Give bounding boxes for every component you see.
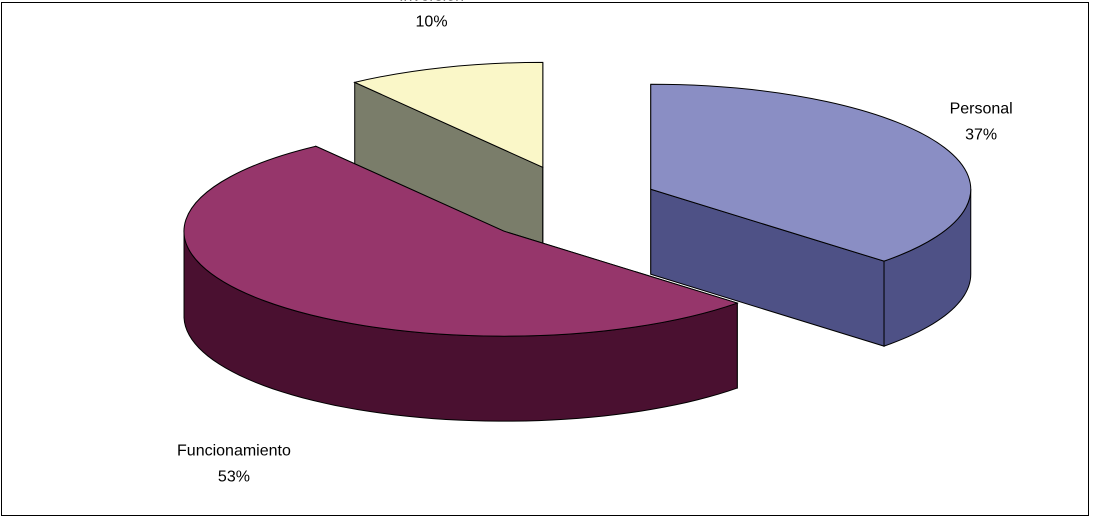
slice-personal (650, 83, 972, 347)
slice-label-personal: Personal (950, 101, 1013, 118)
labels-layer: Personal 37% Funcionamiento 53% Inversión 10% (177, 0, 1013, 485)
slice-label-inversin: Inversión (399, 0, 464, 4)
slice-percent-personal: 37% (965, 127, 997, 144)
slice-percent-inversin: 10% (416, 13, 448, 30)
slice-top-funcionamiento (183, 145, 739, 337)
slice-top-inversin (353, 61, 544, 169)
slice-top-personal (650, 83, 972, 262)
slice-inversin (353, 61, 544, 254)
slice-funcionamiento (183, 145, 739, 422)
slice-percent-funcionamiento: 53% (218, 468, 250, 485)
slices-layer (183, 61, 972, 422)
slice-label-funcionamiento: Funcionamiento (177, 442, 291, 459)
